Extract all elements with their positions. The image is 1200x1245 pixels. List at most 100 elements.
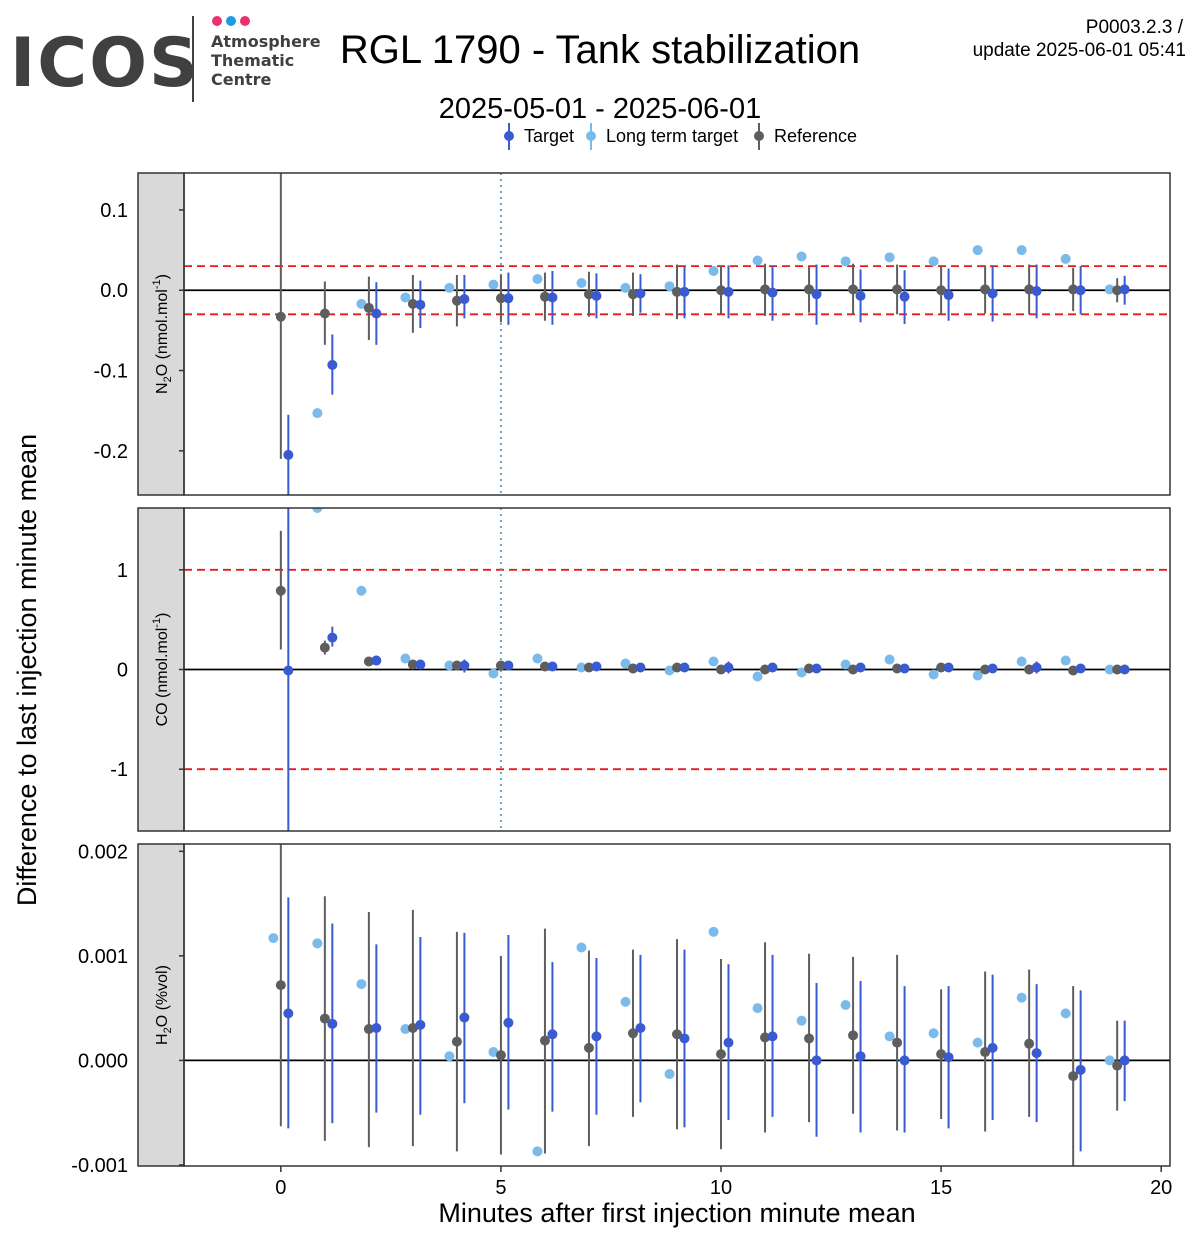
reference-point — [583, 662, 594, 673]
target-point — [811, 289, 822, 300]
target-point — [415, 659, 426, 670]
reference-point — [451, 1036, 462, 1047]
target-point — [855, 662, 866, 673]
reference-point — [539, 661, 550, 672]
target-point — [1031, 286, 1042, 297]
legend-long-term-label: Long term target — [606, 126, 738, 146]
long-term-target-point — [796, 667, 807, 678]
reference-point — [804, 1033, 815, 1044]
target-point — [767, 662, 778, 673]
reference-point — [804, 284, 815, 295]
reference-point — [716, 285, 727, 296]
reference-point — [407, 1023, 418, 1033]
long-term-target-point — [752, 255, 763, 266]
reference-point — [848, 1030, 859, 1041]
target-point — [987, 288, 998, 299]
long-term-target-point — [708, 926, 719, 937]
y-axis-label: Difference to last injection minute mean — [12, 434, 42, 906]
long-term-target-point — [1016, 992, 1027, 1003]
reference-point — [539, 291, 550, 302]
target-point — [547, 661, 558, 672]
panel-frame-co — [183, 507, 1171, 832]
reference-point — [892, 284, 903, 295]
y-tick-label-h2o: 0.000 — [78, 1050, 128, 1072]
long-term-target-point — [972, 1037, 983, 1048]
target-point — [679, 1033, 690, 1044]
target-point — [987, 1042, 998, 1053]
reference-point — [495, 293, 506, 304]
long-term-target-point — [488, 279, 499, 290]
target-point — [767, 1031, 778, 1042]
long-term-target-point — [1060, 655, 1071, 666]
reference-point — [1068, 284, 1079, 295]
target-point — [371, 1023, 382, 1033]
long-term-target-point — [312, 938, 323, 949]
reference-point — [848, 284, 859, 295]
y-tick-label-n2o: 0.0 — [100, 280, 128, 302]
reference-point — [319, 308, 330, 319]
reference-point — [760, 284, 771, 295]
x-tick-label: 20 — [1150, 1177, 1172, 1199]
legend-target-label: Target — [524, 126, 574, 146]
target-point — [547, 292, 558, 303]
panel-strip-co — [137, 507, 185, 832]
long-term-target-point — [400, 292, 411, 303]
target-point — [723, 1037, 734, 1048]
reference-point — [627, 663, 638, 674]
reference-point — [451, 295, 462, 306]
long-term-target-point — [664, 281, 675, 292]
long-term-target-point — [1104, 1055, 1115, 1066]
logo-dot-3 — [240, 16, 250, 26]
long-term-target-point — [752, 671, 763, 682]
long-term-target-point — [312, 508, 323, 513]
panel-frame-n2o — [183, 172, 1171, 496]
y-tick-label-h2o: -0.001 — [71, 1155, 128, 1177]
long-term-target-point — [796, 251, 807, 262]
reference-point — [319, 1013, 330, 1024]
reference-point — [716, 664, 727, 675]
reference-point — [1024, 1038, 1035, 1049]
target-point — [503, 1017, 514, 1028]
reference-point — [804, 663, 815, 674]
reference-point — [319, 642, 330, 653]
reference-point — [1112, 664, 1123, 675]
reference-point — [936, 1049, 947, 1060]
long-term-target-point — [576, 662, 587, 673]
reference-point — [716, 1049, 727, 1060]
target-point — [1031, 662, 1042, 673]
long-term-target-point — [884, 1031, 895, 1042]
target-point — [503, 660, 514, 671]
reference-point — [275, 585, 286, 596]
legend-long-term-swatch — [586, 131, 596, 141]
reference-point — [1024, 284, 1035, 295]
reference-point — [363, 1024, 374, 1035]
long-term-target-point — [972, 245, 983, 256]
logo-dot-2 — [226, 16, 236, 26]
legend-reference-label: Reference — [774, 126, 857, 146]
target-point — [1075, 285, 1086, 296]
reference-point — [892, 1037, 903, 1048]
x-tick-label: 15 — [930, 1177, 952, 1199]
target-point — [283, 449, 294, 460]
long-term-target-point — [400, 653, 411, 664]
reference-point — [539, 1035, 550, 1046]
long-term-target-point — [356, 979, 367, 990]
target-point — [459, 294, 470, 305]
target-point — [327, 1018, 338, 1029]
reference-point — [627, 1028, 638, 1039]
target-point — [503, 293, 514, 304]
reference-point — [848, 664, 859, 675]
x-axis: 0 5 10 15 20 — [275, 1166, 1172, 1199]
long-term-target-point — [444, 1051, 455, 1062]
target-point — [811, 663, 822, 674]
long-term-target-point — [356, 585, 367, 596]
long-term-target-point — [356, 298, 367, 309]
reference-point — [451, 660, 462, 671]
reference-point — [1112, 285, 1123, 296]
target-point — [679, 662, 690, 673]
target-point — [723, 286, 734, 297]
y-tick-label-h2o: 0.001 — [78, 946, 128, 968]
logo-sub-line-1: Atmosphere — [211, 32, 321, 51]
target-point — [459, 660, 470, 671]
target-point — [899, 1055, 910, 1066]
